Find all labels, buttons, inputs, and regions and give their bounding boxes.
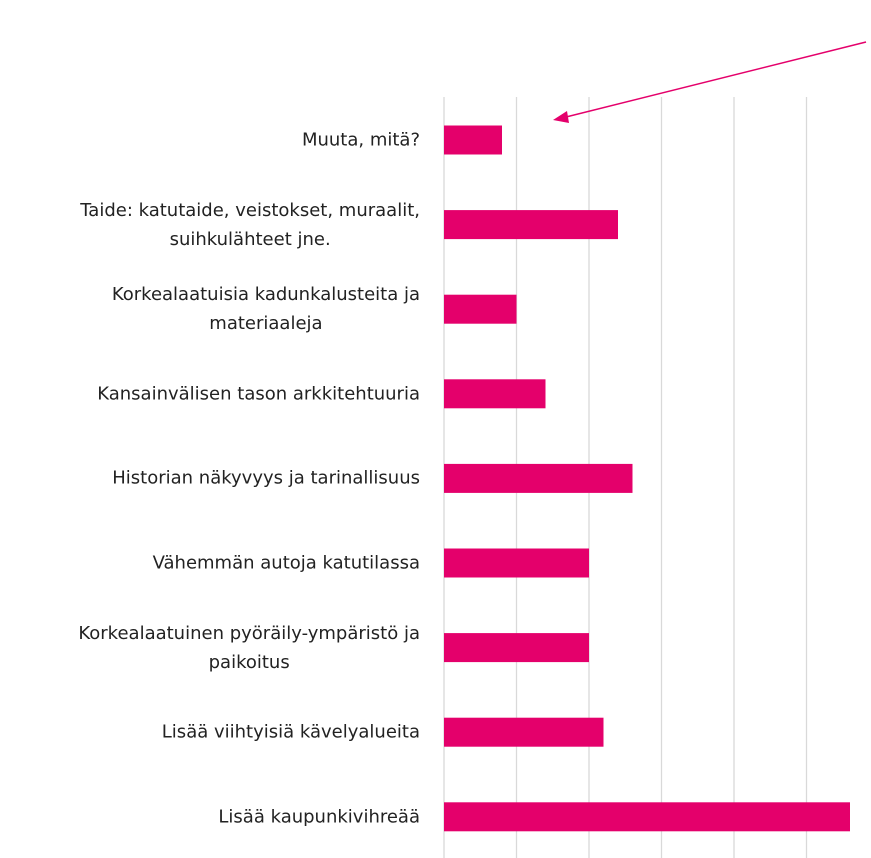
category-label: Kansainvälisen tason arkkitehtuuria: [97, 383, 420, 405]
category-label: Muuta, mitä?: [301, 129, 420, 151]
category-label: Korkealaatuinen pyöräily-ympäristö ja pa…: [78, 622, 420, 673]
bar: [444, 717, 604, 747]
bar: [444, 379, 546, 409]
category-label: Lisää viihtyisiä kävelyalueita: [161, 721, 420, 743]
bar: [444, 802, 850, 832]
arrow-head: [553, 111, 569, 123]
category-label: Historian näkyvyys ja tarinallisuus: [112, 467, 420, 489]
category-label: Korkealaatuisia kadunkalusteita ja mater…: [111, 284, 420, 335]
annotation-arrow: [565, 41, 867, 118]
bar: [444, 633, 589, 663]
bar: [444, 463, 633, 493]
bar: [444, 548, 589, 578]
bar: [444, 125, 502, 155]
category-label: Taide: katutaide, veistokset, muraalit, …: [80, 199, 420, 250]
category-label: Lisää kaupunkivihreää: [218, 806, 420, 828]
category-label: Vähemmän autoja katutilassa: [152, 552, 420, 574]
bar: [444, 294, 517, 324]
bar: [444, 210, 618, 240]
